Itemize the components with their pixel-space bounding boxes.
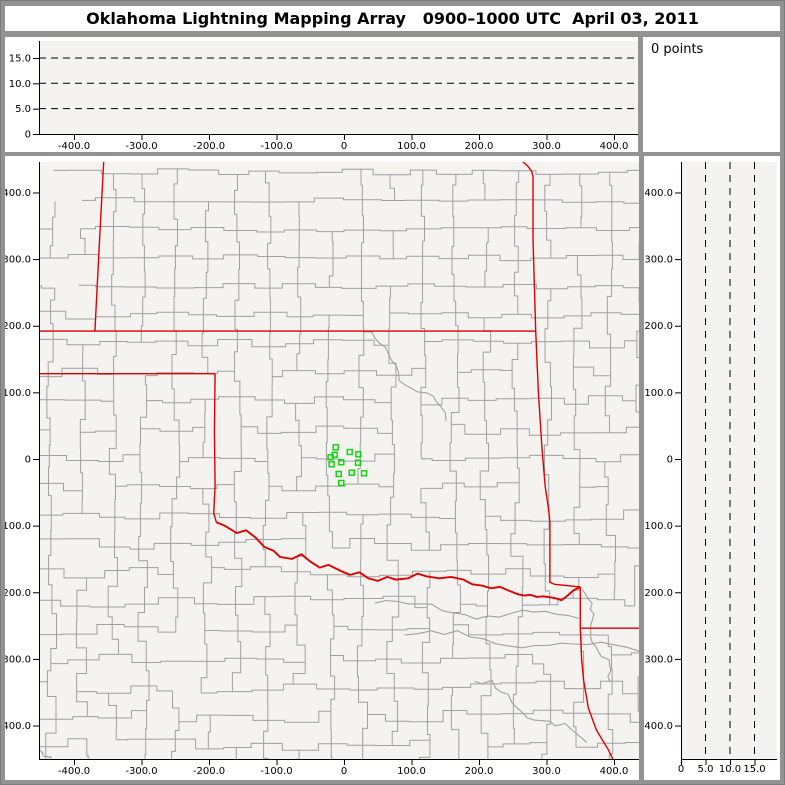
ew-tick-label: -400.0 <box>58 766 90 777</box>
altitude-tick-label: 0 <box>25 130 31 141</box>
points-count-label: 0 points <box>651 42 704 57</box>
ns-height-panel: 400.0 300.0 200.0 100.0 0 -100.0 -200.0 -300.0 -… <box>644 156 780 780</box>
station-marker <box>328 461 335 468</box>
state-borders <box>39 162 639 759</box>
ew-tick-label: 200.0 <box>465 766 494 777</box>
ew-tick-label: 300.0 <box>532 766 561 777</box>
ew-plot-area[interactable] <box>39 41 638 134</box>
ew-tick-label: -300.0 <box>125 766 157 777</box>
ns-tick-label: 0 <box>667 455 673 466</box>
ns-height-plot-svg[interactable]: 400.0 300.0 200.0 100.0 0 -100.0 -200.0 -300.0 -… <box>644 156 780 780</box>
station-marker <box>338 459 345 466</box>
altitude-tick-label: 5.0 <box>698 764 714 775</box>
river-line <box>39 749 52 759</box>
texas-louisiana-sabine-border <box>579 628 614 759</box>
altitude-tick-label: 10.0 <box>719 764 741 775</box>
station-marker <box>360 470 368 477</box>
station-marker <box>332 444 339 451</box>
ns-tick-label: -200.0 <box>5 588 31 599</box>
map-axes <box>33 162 639 765</box>
river-line <box>374 599 580 620</box>
river-line <box>581 589 612 683</box>
ew-tick-label: 400.0 <box>600 141 629 152</box>
oklahoma-east-border <box>522 162 581 588</box>
ns-tick-label: -100.0 <box>5 521 31 532</box>
river-line <box>404 630 639 652</box>
ew-tick-label: 0 <box>341 766 347 777</box>
ns-tick-label: 100.0 <box>644 388 673 399</box>
altitude-tick-label: 0 <box>678 764 684 775</box>
altitude-gridlines <box>705 162 755 759</box>
ew-tick-label: 200.0 <box>465 141 494 152</box>
ns-tick-label: -400.0 <box>5 721 31 732</box>
altitude-tick-label: 10.0 <box>9 79 31 90</box>
ns-plot-area[interactable] <box>681 162 777 759</box>
ns-tick-label: 200.0 <box>644 321 673 332</box>
ns-tick-label: 400.0 <box>5 188 31 199</box>
station-marker <box>354 459 362 466</box>
colorado-kansas-border <box>94 162 105 332</box>
ns-tick-label: 300.0 <box>644 255 673 266</box>
station-marker <box>355 451 362 458</box>
ns-tick-label: 400.0 <box>644 188 673 199</box>
station-marker <box>348 469 355 476</box>
ns-tick-label: -200.0 <box>644 588 673 599</box>
ew-tick-label: -300.0 <box>125 141 157 152</box>
plan-view-map-svg[interactable]: 400.0 300.0 200.0 100.0 0 -100.0 -200.0 -300.0 -… <box>5 156 639 780</box>
lma-station-markers <box>327 444 368 487</box>
red-river-state-border <box>216 521 581 602</box>
map-content <box>39 162 639 759</box>
title-bar: Oklahoma Lightning Mapping Array 0900–10… <box>5 6 780 31</box>
ew-plot-axes <box>33 41 638 140</box>
station-marker <box>346 448 353 456</box>
points-count-panel: 0 points <box>643 37 780 152</box>
station-marker <box>338 479 345 487</box>
ew-tick-label: -100.0 <box>260 141 292 152</box>
ew-tick-label: -100.0 <box>260 766 292 777</box>
river-line <box>362 331 447 421</box>
ew-tick-label: 100.0 <box>397 766 426 777</box>
altitude-gridlines <box>39 57 638 110</box>
altitude-tick-label: 15.0 <box>743 764 765 775</box>
ns-tick-label: -100.0 <box>644 521 673 532</box>
plan-view-map-panel: 400.0 300.0 200.0 100.0 0 -100.0 -200.0 -300.0 -… <box>5 156 639 780</box>
ew-tick-label: -400.0 <box>58 141 90 152</box>
county-boundaries <box>39 168 639 759</box>
ew-tick-label: -200.0 <box>193 766 225 777</box>
altitude-tick-label: 5.0 <box>15 104 31 115</box>
rivers <box>39 331 639 759</box>
ew-tick-label: 100.0 <box>397 141 426 152</box>
texas-oklahoma-100w-border <box>212 373 218 523</box>
ns-tick-label: -400.0 <box>644 721 673 732</box>
ns-tick-label: -300.0 <box>5 654 31 665</box>
station-marker <box>335 470 342 478</box>
ns-tick-label: -300.0 <box>644 654 673 665</box>
altitude-tick-label: 15.0 <box>9 53 31 64</box>
window-title: Oklahoma Lightning Mapping Array 0900–10… <box>86 9 699 28</box>
ew-tick-label: 400.0 <box>600 766 629 777</box>
ns-tick-label: 100.0 <box>5 388 31 399</box>
ew-tick-label: 300.0 <box>532 141 561 152</box>
river-line <box>474 679 588 743</box>
ew-height-plot-svg[interactable]: 0 5.0 10.0 15.0 -400.0 -300.0 -200.0 -100.0 0 100… <box>5 37 638 152</box>
ew-height-panel: 0 5.0 10.0 15.0 -400.0 -300.0 -200.0 -100.0 0 100… <box>5 37 638 152</box>
ns-tick-label: 200.0 <box>5 321 31 332</box>
station-marker <box>327 454 334 461</box>
ew-tick-label: 0 <box>341 141 347 152</box>
ew-tick-label: -200.0 <box>193 141 225 152</box>
ns-plot-axes <box>675 162 777 765</box>
ns-tick-label: 300.0 <box>5 255 31 266</box>
ns-tick-label: 0 <box>25 455 31 466</box>
